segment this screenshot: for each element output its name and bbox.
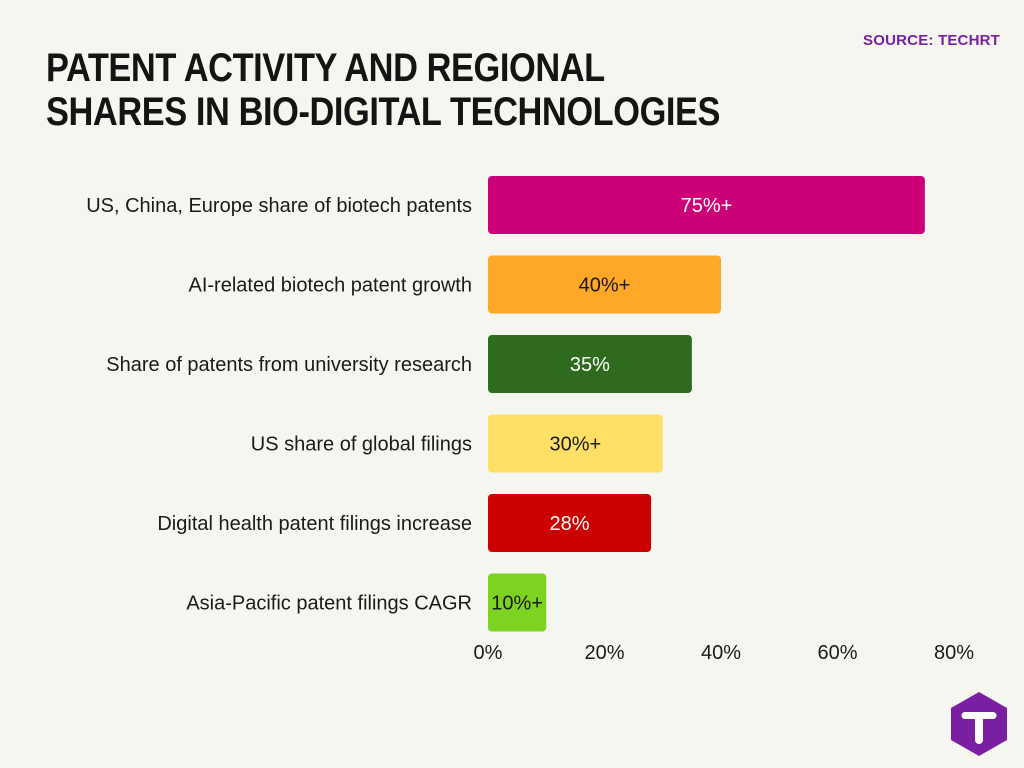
x-tick-label: 20% <box>584 642 624 664</box>
data-label: 75%+ <box>681 195 733 217</box>
bar-chart: US, China, Europe share of biotech paten… <box>86 176 974 664</box>
bar <box>488 414 663 473</box>
category-label: Share of patents from university researc… <box>106 354 472 376</box>
category-label: Digital health patent filings increase <box>157 513 472 535</box>
data-label: 30%+ <box>550 434 602 456</box>
bar <box>488 176 925 234</box>
category-label: US, China, Europe share of biotech paten… <box>86 195 472 217</box>
category-label: AI-related biotech patent growth <box>188 275 472 297</box>
bar <box>488 573 547 632</box>
category-label: US share of global filings <box>251 434 472 456</box>
chart-title: PATENT ACTIVITY AND REGIONAL SHARES IN B… <box>46 46 721 134</box>
source-label: SOURCE: TECHRT <box>863 32 1000 49</box>
x-tick-label: 80% <box>934 642 974 664</box>
bar <box>488 335 692 393</box>
data-label: 40%+ <box>579 275 631 297</box>
x-tick-label: 60% <box>817 642 857 664</box>
data-label: 28% <box>550 513 590 535</box>
data-label: 10%+ <box>491 593 543 615</box>
category-label: Asia-Pacific patent filings CAGR <box>186 593 472 615</box>
bar <box>488 255 721 314</box>
data-label: 35% <box>570 354 610 376</box>
x-tick-label: 0% <box>474 642 503 664</box>
t-logo-icon <box>951 692 1007 756</box>
x-tick-label: 40% <box>701 642 741 664</box>
bar <box>488 494 652 552</box>
